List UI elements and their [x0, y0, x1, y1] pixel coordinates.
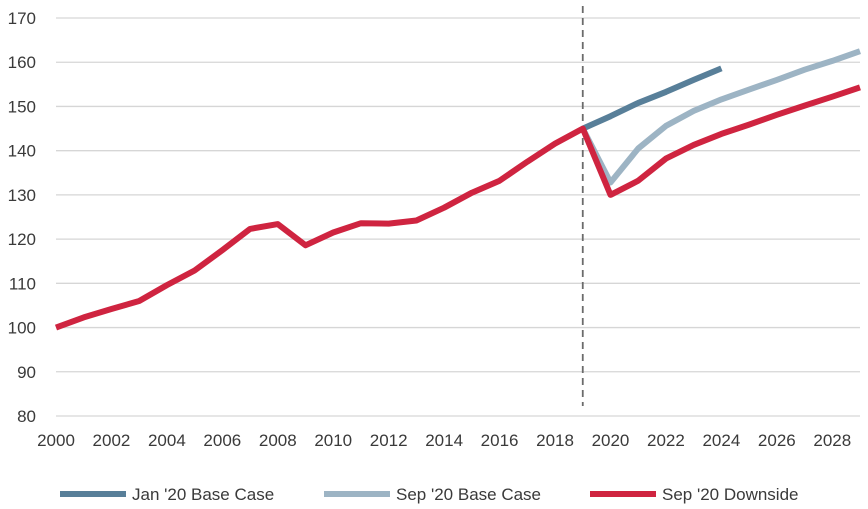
x-tick-label: 2006 [203, 431, 241, 450]
x-tick-label: 2014 [425, 431, 463, 450]
y-tick-label: 80 [17, 407, 36, 426]
legend: Jan '20 Base Case Sep '20 Base Case Sep '2… [60, 485, 799, 504]
series-line-1 [580, 48, 861, 186]
series-line-2 [54, 84, 861, 331]
x-tick-label: 2010 [314, 431, 352, 450]
y-tick-label: 100 [8, 319, 36, 338]
series-lines [54, 48, 861, 331]
x-tick-label: 2012 [370, 431, 408, 450]
y-tick-label: 170 [8, 9, 36, 28]
x-tick-label: 2022 [647, 431, 685, 450]
y-tick-label: 110 [9, 274, 36, 293]
x-tick-label: 2020 [592, 431, 630, 450]
x-tick-label: 2024 [702, 431, 740, 450]
x-tick-label: 2004 [148, 431, 186, 450]
y-tick-label: 90 [17, 363, 36, 382]
gridlines [56, 17, 860, 417]
x-axis: 2000 2002 2004 2006 2008 2010 2012 2014 2016 2018… [37, 431, 851, 450]
y-tick-label: 150 [8, 97, 36, 116]
legend-label: Jan '20 Base Case [132, 485, 274, 504]
y-tick-label: 120 [8, 230, 36, 249]
x-tick-label: 2018 [536, 431, 574, 450]
x-tick-label: 2028 [813, 431, 851, 450]
y-tick-label: 130 [8, 186, 36, 205]
x-tick-label: 2002 [93, 431, 131, 450]
x-tick-label: 2008 [259, 431, 297, 450]
series-line-0 [581, 65, 723, 132]
x-tick-label: 2026 [758, 431, 796, 450]
y-tick-label: 140 [8, 142, 36, 161]
legend-label: Sep '20 Downside [662, 485, 799, 504]
x-tick-label: 2016 [481, 431, 519, 450]
y-axis: 80 90 100 110 120 130 140 150 160 170 [8, 9, 36, 426]
x-tick-label: 2000 [37, 431, 75, 450]
legend-label: Sep '20 Base Case [396, 485, 541, 504]
y-tick-label: 160 [8, 53, 36, 72]
